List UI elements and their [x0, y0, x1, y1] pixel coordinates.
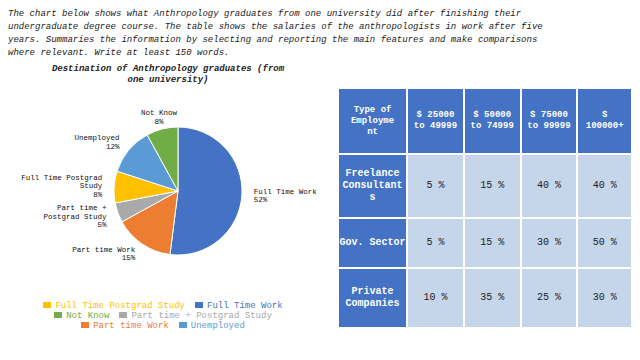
svg-text:Not Know8%: Not Know8% [141, 109, 178, 126]
html-text:Full Time Work: Full Time Work [207, 300, 283, 311]
html-text:$ 100000+: $ 100000+ [585, 110, 624, 132]
svg-text:Unemployed12%: Unemployed12% [74, 134, 120, 151]
svg-text:Full Time PostgradStudy8%: Full Time PostgradStudy8% [21, 174, 103, 199]
html-text:5 %: 5 % [426, 180, 445, 191]
html-text:5 %: 5 % [426, 237, 445, 248]
html-text:15 %: 15 % [480, 180, 505, 191]
html-text:Destination of Anthropology gr: Destination of Anthropology graduates (f… [51, 64, 285, 85]
html-text:Freelance Consultant s: Freelance Consultant s [342, 168, 403, 203]
html-text:30 %: 30 % [592, 292, 617, 304]
html-text:15 %: 15 % [480, 237, 505, 248]
html-text:Type of Employme nt: Type of Employme nt [350, 105, 395, 137]
html-text:30 %: 30 % [536, 237, 561, 248]
svg-text:Part time Work15%: Part time Work15% [72, 245, 136, 262]
html-text:50 %: 50 % [592, 237, 617, 248]
html-text:40 %: 40 % [536, 180, 561, 191]
html-text:Part time + Postgrad Study: Part time + Postgrad Study [131, 310, 272, 321]
html-text:Unemployed: Unemployed [190, 320, 245, 331]
html-text:$ 25000 to 49999: $ 25000 to 49999 [413, 110, 458, 132]
html-text:Full Time Postgrad Study: Full Time Postgrad Study [55, 300, 185, 311]
html-text:35 %: 35 % [480, 292, 505, 304]
svg-text:Part time +Postgrad Study5%: Part time +Postgrad Study5% [43, 204, 107, 229]
html-text:Private Companies: Private Companies [345, 286, 400, 310]
svg-text:Full Time Work52%: Full Time Work52% [254, 187, 318, 204]
html-text:40 %: 40 % [592, 180, 617, 191]
html-text:The chart below shows what Ant: The chart below shows what Anthropology … [8, 9, 543, 59]
html-text:Not Know: Not Know [66, 310, 110, 321]
html-text:25 %: 25 % [536, 292, 561, 304]
html-text:Part time Work: Part time Work [93, 320, 169, 331]
html-text:$ 50000 to 74999: $ 50000 to 74999 [470, 110, 514, 132]
html-text:$ 75000 to 99999: $ 75000 to 99999 [527, 110, 571, 132]
html-text:10 %: 10 % [423, 292, 448, 304]
html-text:Gov. Sector: Gov. Sector [339, 237, 406, 248]
